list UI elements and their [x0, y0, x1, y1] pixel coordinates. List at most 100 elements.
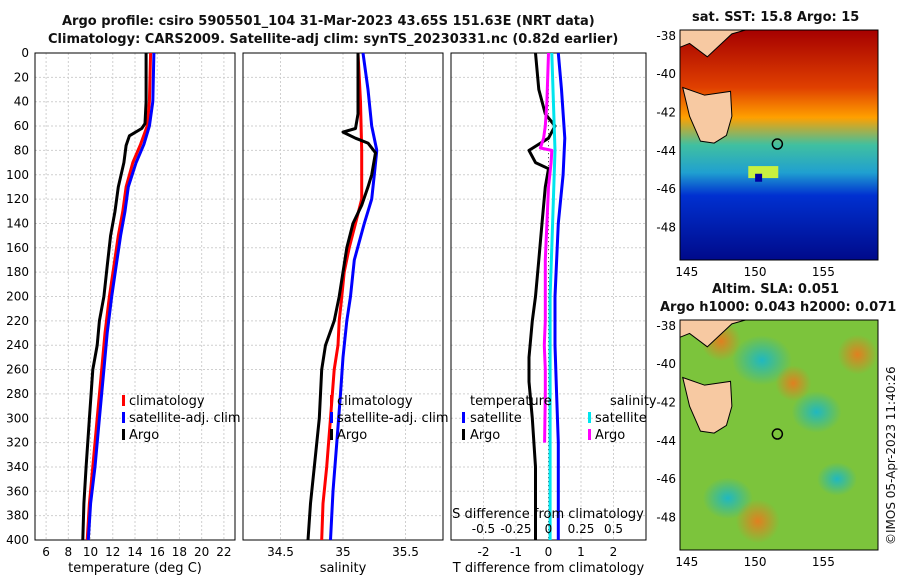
sst-patch [748, 166, 779, 179]
legend-label: Argo [595, 428, 625, 443]
legend-label: satellite-adj. clim [129, 411, 241, 426]
legend-label: Argo [337, 428, 367, 443]
map-lon-tick: 155 [812, 555, 835, 569]
y-tick-label: 260 [6, 363, 29, 377]
map-lat-tick: -44 [656, 434, 676, 448]
x-tick-label: 35.5 [392, 545, 419, 559]
sst-map-title: sat. SST: 15.8 Argo: 15 [692, 10, 860, 25]
chart-title-line2: Climatology: CARS2009. Satellite-adj cli… [48, 32, 619, 47]
series-line-argo [81, 53, 148, 541]
y-tick-label: 140 [6, 216, 29, 230]
x-axis-label: salinity [320, 561, 367, 576]
legend-marker [330, 429, 333, 440]
temperature-panel: 0 20 40 60 80 100 120 140 160 180 200 220 240 260 280 3… [6, 46, 241, 576]
sla-anomaly [837, 334, 878, 375]
legend-label: satellite [470, 411, 522, 426]
y-tick-label: 340 [6, 460, 29, 474]
s-diff-tick-label: 0 [545, 522, 553, 536]
y-tick-label: 300 [6, 411, 29, 425]
map-lat-tick: -42 [656, 105, 676, 119]
argo-float-marker [771, 428, 784, 440]
x-tick-label: -2 [478, 545, 490, 559]
sst-patch [755, 173, 763, 182]
map-lat-tick: -46 [656, 182, 676, 196]
y-tick-label: 400 [6, 533, 29, 547]
y-tick-label: 180 [6, 265, 29, 279]
map-lon-tick: 145 [675, 555, 698, 569]
series-line-satellite-adj-clim [86, 52, 156, 541]
sst-map: 145 150 155 -38 -40 -42 -44 -46 -48 [656, 29, 879, 279]
legend-marker [462, 429, 465, 440]
y-tick-label: 280 [6, 387, 29, 401]
legend-label: climatology [337, 394, 413, 409]
series-line-climatology [320, 52, 364, 541]
x-tick-label: 14 [127, 545, 142, 559]
x-tick-label: 1 [577, 545, 585, 559]
sla-map: 145 150 155 -38 -40 -42 -44 -46 -48 [656, 319, 879, 569]
y-tick-label: 120 [6, 192, 29, 206]
map-lat-tick: -48 [656, 510, 676, 524]
x-tick-label: 2 [610, 545, 618, 559]
map-lon-tick: 145 [675, 265, 698, 279]
s-diff-axis-label: S difference from climatology [452, 507, 644, 522]
x-tick-label: 10 [83, 545, 98, 559]
series-line-argo [306, 53, 377, 541]
legend-marker [330, 395, 333, 406]
x-tick-label: 22 [216, 545, 231, 559]
sla-anomaly [791, 391, 842, 433]
x-tick-label: 12 [105, 545, 120, 559]
map-lat-tick: -38 [656, 319, 676, 333]
legend-title-temperature: temperature [470, 394, 552, 409]
legend-label: climatology [129, 394, 205, 409]
series-line-climatology [85, 52, 153, 541]
y-tick-label: 100 [6, 168, 29, 182]
legend-marker [122, 412, 125, 423]
difference-panel: -2 -1 0 1 2 T difference from climatology temp… [450, 52, 657, 576]
map-lat-tick: -38 [656, 29, 676, 43]
legend-marker [462, 412, 465, 423]
y-tick-label: 80 [14, 143, 29, 157]
y-tick-label: 160 [6, 241, 29, 255]
y-tick-label: 0 [21, 46, 29, 60]
sla-map-title-1: Altim. SLA: 0.051 [712, 282, 839, 297]
x-tick-label: 35 [335, 545, 350, 559]
y-tick-label: 60 [14, 119, 29, 133]
sla-anomaly [731, 335, 792, 386]
x-tick-label: 0 [545, 545, 553, 559]
sst-field [680, 30, 878, 260]
x-tick-label: 34.5 [267, 545, 294, 559]
map-lat-tick: -42 [656, 395, 676, 409]
y-tick-label: 200 [6, 290, 29, 304]
argo-float-marker [771, 138, 784, 150]
s-diff-tick-label: -0.25 [500, 522, 531, 536]
x-tick-label: 18 [172, 545, 187, 559]
map-lat-tick: -44 [656, 144, 676, 158]
map-lon-tick: 155 [812, 265, 835, 279]
legend-marker [330, 412, 333, 423]
x-axis-label: temperature (deg C) [68, 561, 202, 576]
sla-anomaly [735, 499, 780, 544]
series-line-salinity-argo [538, 52, 554, 443]
legend-label: satellite-adj. clim [337, 411, 449, 426]
tasmania-landmass [682, 86, 733, 144]
y-tick-label: 240 [6, 338, 29, 352]
series-line-salinity-satellite [548, 52, 557, 540]
s-diff-tick-label: -0.5 [472, 522, 495, 536]
chart-title-line1: Argo profile: csiro 5905501_104 31-Mar-2… [62, 14, 595, 29]
legend-label: Argo [470, 428, 500, 443]
y-tick-label: 360 [6, 484, 29, 498]
map-frame [679, 29, 879, 261]
y-tick-label: 20 [14, 70, 29, 84]
legend-label: satellite [595, 411, 647, 426]
x-axis-label: T difference from climatology [452, 561, 645, 576]
sla-map-title-2: Argo h1000: 0.043 h2000: 0.071 [660, 300, 897, 315]
y-tick-label: 380 [6, 509, 29, 523]
series-line-temperature-satellite [553, 52, 567, 540]
axes-frame [242, 52, 444, 541]
x-tick-label: 6 [42, 545, 50, 559]
map-frame [679, 319, 879, 551]
x-tick-label: 8 [65, 545, 73, 559]
sla-map-field [680, 320, 878, 550]
x-tick-label: 16 [150, 545, 165, 559]
